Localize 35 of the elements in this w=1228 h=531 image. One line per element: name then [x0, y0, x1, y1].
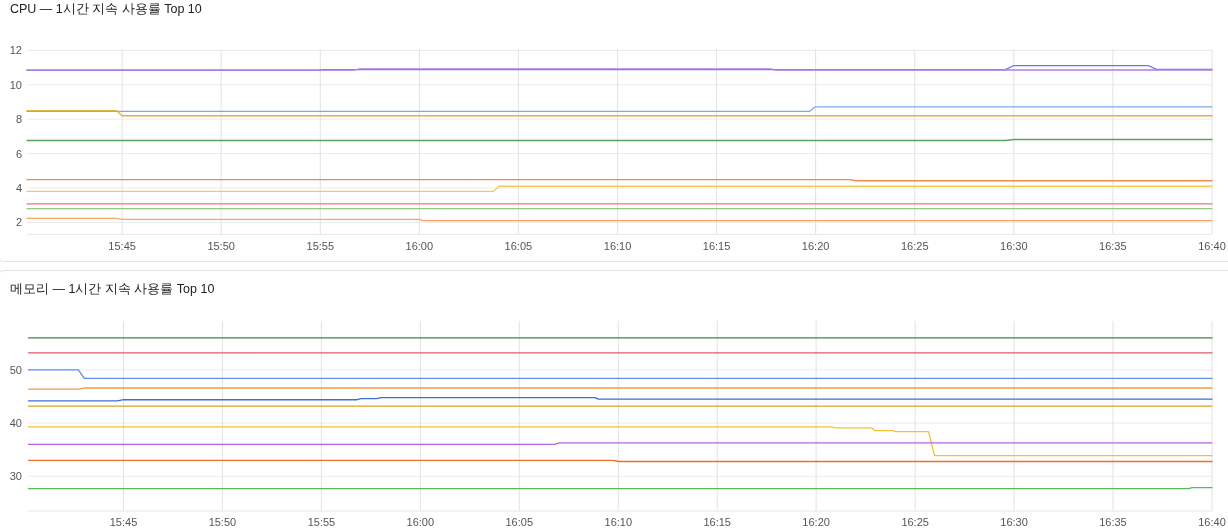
x-tick-label: 15:45 [109, 516, 138, 528]
x-tick-label: 16:25 [901, 516, 929, 528]
x-tick-label: 16:25 [901, 240, 929, 252]
y-tick-label: 50 [9, 363, 22, 376]
y-tick-label: 6 [15, 147, 22, 160]
y-tick-label: 12 [9, 44, 22, 57]
x-tick-label: 15:45 [108, 240, 136, 252]
x-tick-label: 16:35 [1099, 516, 1127, 528]
x-tick-label: 16:20 [801, 240, 830, 252]
x-tick-label: 16:00 [406, 516, 435, 528]
y-tick-label: 10 [9, 78, 22, 91]
x-tick-label: 15:50 [207, 240, 235, 252]
chart-title: CPU — 1시간 지속 사용률 Top 10 [10, 2, 202, 17]
x-tick-label: 16:05 [505, 516, 534, 528]
x-tick-label: 16:15 [702, 240, 731, 252]
y-tick-label: 4 [15, 181, 22, 194]
x-tick-label: 15:55 [306, 240, 335, 252]
y-tick-label: 2 [15, 216, 22, 229]
y-tick-label: 40 [9, 417, 22, 430]
x-tick-label: 16:40 [1198, 240, 1226, 252]
x-tick-label: 16:30 [1000, 240, 1028, 252]
x-tick-label: 16:15 [703, 516, 731, 528]
y-tick-label: 30 [9, 470, 22, 483]
y-tick-label: 8 [15, 113, 22, 126]
x-tick-label: 16:10 [603, 240, 632, 252]
x-tick-label: 15:55 [307, 516, 336, 528]
x-tick-label: 16:05 [504, 240, 533, 252]
x-tick-label: 16:30 [1000, 516, 1028, 528]
x-tick-label: 16:10 [604, 516, 633, 528]
x-tick-label: 15:50 [208, 516, 237, 528]
x-tick-label: 16:40 [1198, 516, 1226, 528]
x-tick-label: 16:20 [802, 516, 830, 528]
x-tick-label: 16:35 [1099, 240, 1127, 252]
chart-title: 메모리 — 1시간 지속 사용률 Top 10 [10, 282, 215, 297]
x-tick-label: 16:00 [405, 240, 434, 252]
